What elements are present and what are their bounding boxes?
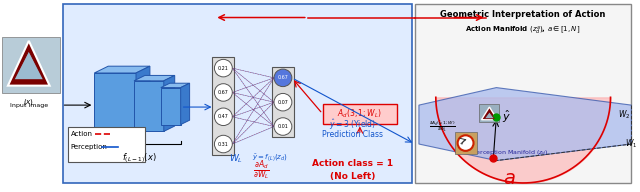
Text: Geometric Interpretation of Action: Geometric Interpretation of Action: [440, 10, 606, 19]
Text: $(x)$: $(x)$: [23, 97, 35, 107]
Text: 0.07: 0.07: [278, 100, 289, 105]
Text: $\frac{\partial A_d}{\partial W_L}$: $\frac{\partial A_d}{\partial W_L}$: [253, 158, 269, 182]
Circle shape: [214, 108, 232, 126]
Text: 0.67: 0.67: [218, 90, 228, 95]
Text: $W_1$: $W_1$: [625, 138, 638, 150]
Text: 0.01: 0.01: [278, 124, 289, 129]
Bar: [323, 104, 397, 124]
Text: $W_2$: $W_2$: [618, 109, 631, 121]
Text: 0.31: 0.31: [218, 142, 228, 146]
Text: Action: Action: [70, 131, 93, 137]
Polygon shape: [180, 83, 189, 125]
Bar: [2, 37, 60, 94]
Text: 0.67: 0.67: [278, 75, 289, 80]
Text: $a$: $a$: [503, 169, 516, 188]
Polygon shape: [161, 83, 189, 88]
Text: Prediction Class: Prediction Class: [322, 130, 383, 139]
Bar: [67, 127, 145, 161]
Bar: [454, 132, 477, 154]
Text: Action Manifold $(z_d^a)$, $a \in [1,N]$: Action Manifold $(z_d^a)$, $a \in [1,N]$: [465, 25, 581, 37]
Circle shape: [214, 84, 232, 101]
Polygon shape: [419, 88, 632, 161]
Text: $\frac{\partial A_d(\hat{y},1;W)}{\partial W_L}$: $\frac{\partial A_d(\hat{y},1;W)}{\parti…: [429, 119, 456, 134]
Polygon shape: [136, 66, 150, 136]
Circle shape: [214, 135, 232, 153]
Polygon shape: [484, 112, 494, 119]
Text: $\bar{y} = f_{(L)}(z_d)$: $\bar{y} = f_{(L)}(z_d)$: [252, 153, 288, 164]
Circle shape: [274, 118, 292, 135]
Circle shape: [214, 59, 232, 77]
Bar: [479, 104, 499, 122]
Text: 0.47: 0.47: [218, 114, 228, 119]
Bar: [161, 88, 180, 125]
Bar: [272, 67, 294, 137]
Text: $\hat{y} = 3$ (Yield): $\hat{y} = 3$ (Yield): [329, 117, 376, 132]
Bar: [134, 81, 164, 131]
Polygon shape: [164, 75, 175, 131]
Text: Perception Manifold $(z_d)$: Perception Manifold $(z_d)$: [472, 148, 548, 157]
Text: 0.21: 0.21: [218, 66, 228, 71]
Polygon shape: [8, 41, 50, 86]
Text: Perception: Perception: [70, 144, 108, 150]
Polygon shape: [14, 51, 44, 80]
Polygon shape: [94, 66, 150, 73]
Bar: [415, 4, 632, 183]
Circle shape: [274, 69, 292, 87]
Text: $A_d(3,1;W_L)$: $A_d(3,1;W_L)$: [337, 108, 382, 120]
Text: $W_L$: $W_L$: [229, 152, 243, 165]
Text: Input Image: Input Image: [10, 103, 48, 108]
Bar: [212, 57, 234, 155]
Bar: [94, 73, 136, 136]
Text: $f_{(L-1)}(x)$: $f_{(L-1)}(x)$: [122, 151, 156, 165]
Polygon shape: [481, 107, 497, 120]
Polygon shape: [134, 75, 175, 81]
Circle shape: [274, 94, 292, 111]
Text: $\hat{y}$: $\hat{y}$: [502, 109, 511, 125]
Circle shape: [458, 135, 474, 151]
Text: Action class = 1: Action class = 1: [312, 159, 393, 168]
Text: (No Left): (No Left): [330, 172, 375, 181]
Bar: [63, 4, 412, 183]
